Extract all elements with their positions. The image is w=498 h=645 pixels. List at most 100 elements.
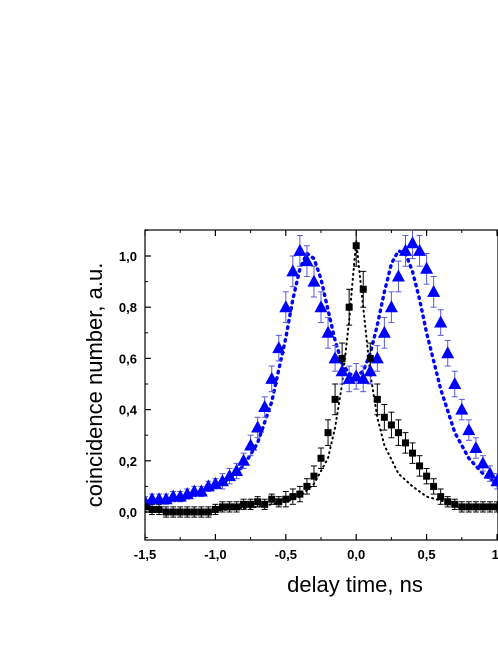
y-tick-label: 0,0	[119, 505, 137, 520]
triangle-marker	[420, 261, 434, 274]
axis-ticks	[144, 229, 498, 540]
square-marker	[437, 493, 445, 501]
square-marker	[401, 439, 409, 447]
square-marker	[254, 498, 262, 506]
x-axis-title: delay time, ns	[287, 572, 423, 597]
square-marker	[162, 508, 170, 516]
triangle-marker	[406, 236, 420, 249]
square-marker	[387, 421, 395, 429]
triangle-marker	[483, 466, 497, 479]
x-tick-label: 0,0	[347, 547, 365, 562]
square-marker	[197, 508, 205, 516]
triangle-marker	[244, 438, 258, 451]
square-marker	[176, 508, 184, 516]
square-marker	[268, 495, 276, 503]
triangle-marker	[215, 474, 229, 487]
triangle-marker	[321, 325, 335, 338]
square-marker	[366, 354, 374, 362]
triangle-marker	[272, 341, 286, 354]
tick-labels: -1,5 -1,0 -0,5 0,0 0,5 1, 0,0 0,2 0,4 0,6 0,8 1,0	[119, 249, 498, 562]
square-marker	[204, 508, 212, 516]
triangle-marker	[230, 464, 244, 477]
square-marker	[282, 495, 290, 503]
x-tick-label: 0,5	[418, 547, 436, 562]
data-markers	[145, 236, 498, 516]
triangle-marker	[441, 346, 455, 359]
triangle-marker	[363, 364, 377, 377]
square-marker	[218, 503, 226, 511]
square-marker	[451, 500, 459, 508]
square-marker	[303, 482, 311, 490]
triangle-marker	[391, 269, 405, 282]
square-marker	[225, 503, 233, 511]
triangle-marker	[384, 300, 398, 313]
square-marker	[458, 503, 466, 511]
x-tick-label: -1,5	[134, 547, 156, 562]
square-marker	[296, 490, 304, 498]
error-bars	[145, 230, 498, 518]
triangle-marker	[455, 402, 469, 415]
triangle-marker	[328, 351, 342, 364]
square-marker	[190, 508, 198, 516]
y-tick-label: 0,2	[119, 454, 137, 469]
square-marker	[486, 503, 494, 511]
triangle-marker	[413, 243, 427, 256]
square-marker	[247, 500, 255, 508]
square-marker	[317, 454, 325, 462]
y-tick-label: 0,6	[119, 351, 137, 366]
triangle-marker	[222, 469, 236, 482]
triangle-marker	[398, 243, 412, 256]
x-tick-label: 1,	[492, 547, 498, 562]
square-marker	[345, 303, 353, 311]
square-marker	[148, 505, 156, 513]
square-marker	[331, 395, 339, 403]
triangle-marker	[314, 300, 328, 313]
triangle-marker	[427, 284, 441, 297]
square-marker	[233, 503, 241, 511]
square-marker	[169, 508, 177, 516]
square-marker	[430, 482, 438, 490]
triangle-marker	[265, 371, 279, 384]
x-tick-label: -1,0	[204, 547, 226, 562]
triangle-marker	[335, 364, 349, 377]
square-marker	[359, 285, 367, 293]
triangle-marker	[251, 420, 265, 433]
square-marker	[409, 449, 417, 457]
fit-curves	[145, 240, 498, 513]
triangle-marker	[349, 369, 363, 382]
triangle-marker	[476, 456, 490, 469]
square-marker	[465, 503, 473, 511]
square-marker	[416, 462, 424, 470]
square-marker	[275, 498, 283, 506]
square-marker	[145, 503, 149, 511]
square-marker	[373, 395, 381, 403]
triangle-marker	[448, 377, 462, 389]
y-tick-label: 0,4	[119, 403, 138, 418]
triangle-marker	[279, 300, 293, 313]
square-marker	[472, 503, 480, 511]
square-marker	[338, 354, 346, 362]
y-tick-label: 0,8	[119, 300, 137, 315]
y-axis-title: coincidence number, a.u.	[82, 263, 107, 508]
triangle-marker	[300, 254, 314, 267]
triangle-marker	[307, 274, 321, 287]
square-marker	[352, 242, 360, 250]
square-marker	[493, 503, 498, 511]
square-marker	[211, 505, 219, 513]
square-marker	[183, 508, 191, 516]
triangle-marker	[356, 371, 370, 384]
square-marker	[479, 503, 487, 511]
square-marker	[155, 505, 163, 513]
triangle-marker	[194, 484, 208, 497]
square-marker	[324, 429, 332, 437]
square-marker	[394, 429, 402, 437]
square-marker	[261, 500, 269, 508]
triangle-marker	[469, 441, 483, 453]
triangle-marker	[237, 453, 251, 466]
x-tick-label: -0,5	[275, 547, 297, 562]
triangle-marker	[370, 351, 384, 364]
y-tick-label: 1,0	[119, 249, 137, 264]
triangle-marker	[490, 474, 498, 487]
triangle-marker	[377, 325, 391, 338]
